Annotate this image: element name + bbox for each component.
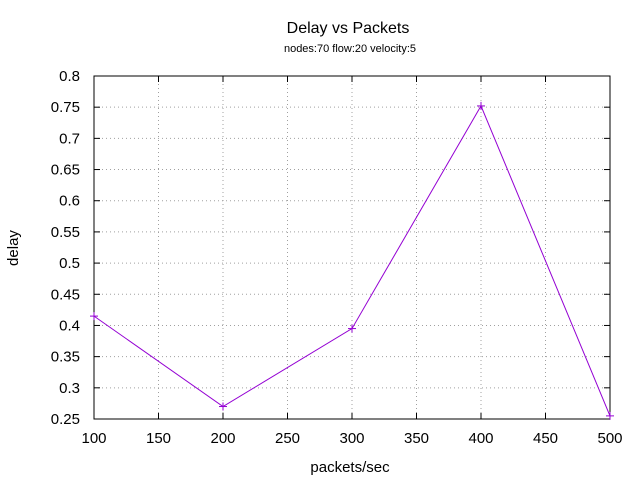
grid <box>94 76 610 419</box>
series <box>90 101 614 420</box>
y-tick-label: 0.75 <box>51 99 80 116</box>
data-point-marker <box>606 411 614 420</box>
x-tick-label: 250 <box>275 430 300 447</box>
x-tick-label: 100 <box>81 430 106 447</box>
y-axis-label: delay <box>5 230 22 266</box>
y-tick-label: 0.6 <box>59 193 80 210</box>
chart-subtitle: nodes:70 flow:20 velocity:5 <box>284 43 416 55</box>
data-point-marker <box>90 312 98 321</box>
x-tick-label: 500 <box>597 430 622 447</box>
x-tick-label: 300 <box>339 430 364 447</box>
data-point-marker <box>348 324 356 333</box>
plot-frame <box>93 75 611 420</box>
y-tick-label: 0.65 <box>51 162 80 179</box>
y-tick-label: 0.8 <box>59 68 80 85</box>
axes: 100 150 200 250 300 350 400 450 500 0.25 0.3 0.35 0.… <box>51 68 623 447</box>
chart-title: Delay vs Packets <box>287 20 410 37</box>
y-tick-label: 0.55 <box>51 224 80 241</box>
y-tick-label: 0.25 <box>51 411 80 428</box>
y-tick-label: 0.5 <box>59 255 80 272</box>
x-tick-label: 200 <box>210 430 235 447</box>
data-point-marker <box>219 402 227 411</box>
x-tick-label: 450 <box>533 430 558 447</box>
y-tick-label: 0.45 <box>51 286 80 303</box>
x-tick-label: 400 <box>468 430 493 447</box>
data-point-marker <box>477 101 485 110</box>
x-axis-label: packets/sec <box>310 459 390 476</box>
y-tick-label: 0.35 <box>51 349 80 366</box>
x-tick-label: 150 <box>146 430 171 447</box>
x-tick-label: 350 <box>404 430 429 447</box>
y-tick-label: 0.3 <box>59 380 80 397</box>
y-tick-label: 0.7 <box>59 130 80 147</box>
y-tick-label: 0.4 <box>59 317 80 334</box>
